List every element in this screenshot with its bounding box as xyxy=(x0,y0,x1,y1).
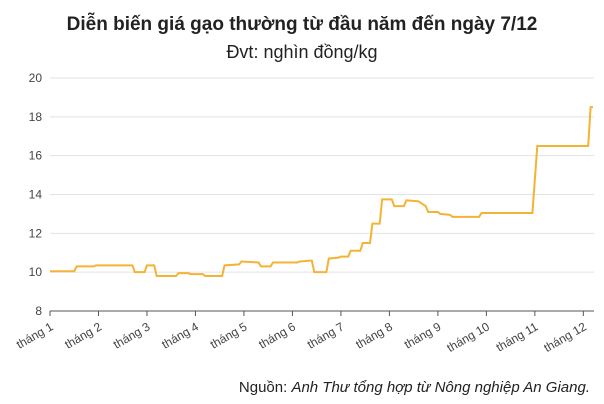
y-tick-label: 18 xyxy=(29,110,43,124)
x-tick-label: tháng 9 xyxy=(402,319,444,351)
y-tick-label: 14 xyxy=(29,188,43,202)
x-tick-label: tháng 1 xyxy=(14,319,56,351)
y-tick-label: 16 xyxy=(29,149,43,163)
x-tick-label: tháng 7 xyxy=(305,319,347,351)
y-tick-label: 10 xyxy=(29,265,43,279)
source-text: Anh Thư tổng hợp từ Nông nghiệp An Giang… xyxy=(290,379,590,396)
x-tick-label: tháng 8 xyxy=(353,319,395,351)
y-tick-label: 8 xyxy=(35,304,42,318)
source-prefix: Nguồn: xyxy=(239,379,287,396)
y-tick-label: 12 xyxy=(29,226,43,240)
y-tick-label: 20 xyxy=(29,71,43,85)
x-tick-label: tháng 6 xyxy=(256,319,298,351)
x-tick-label: tháng 2 xyxy=(62,319,104,351)
x-tick-label: tháng 12 xyxy=(541,319,589,355)
chart-title: Diễn biến giá gạo thường từ đầu năm đến … xyxy=(67,13,538,35)
source-note: Nguồn: Anh Thư tổng hợp từ Nông nghiệp A… xyxy=(239,379,590,396)
x-tick-label: tháng 4 xyxy=(159,319,201,351)
x-tick-label: tháng 5 xyxy=(208,319,250,351)
x-tick-label: tháng 11 xyxy=(494,319,541,354)
x-tick-label: tháng 10 xyxy=(444,319,492,355)
price-line xyxy=(50,106,594,278)
chart-subtitle: Đvt: nghìn đồng/kg xyxy=(226,42,377,62)
x-tick-label: tháng 3 xyxy=(111,319,153,351)
